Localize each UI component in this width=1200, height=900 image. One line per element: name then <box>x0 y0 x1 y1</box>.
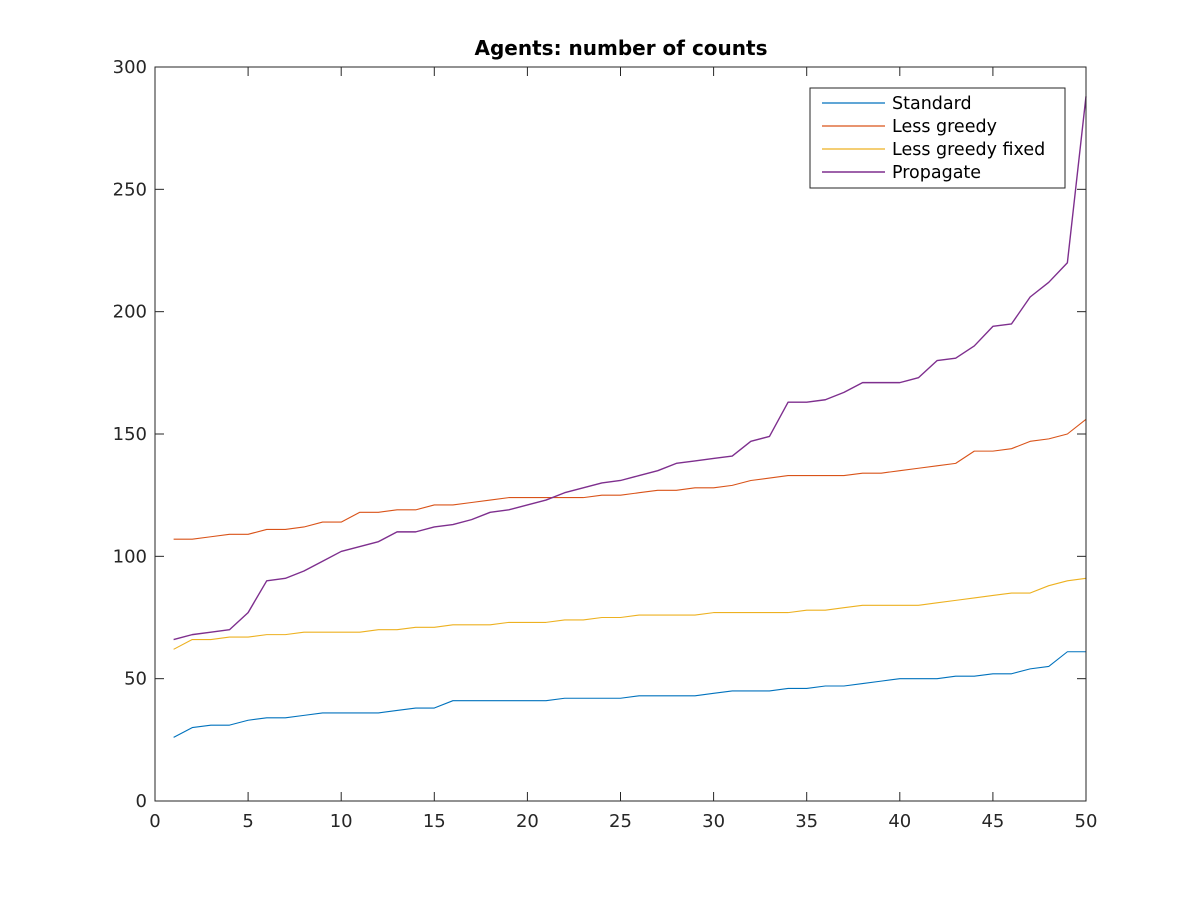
x-tick-label: 10 <box>330 811 353 832</box>
y-tick-label: 50 <box>124 669 147 690</box>
y-tick-label: 200 <box>113 302 147 323</box>
x-tick-label: 15 <box>423 811 446 832</box>
legend-label: Less greedy <box>892 117 997 137</box>
legend-label: Less greedy fixed <box>892 140 1045 160</box>
x-tick-label: 40 <box>888 811 911 832</box>
x-tick-label: 35 <box>795 811 818 832</box>
x-tick-label: 25 <box>609 811 632 832</box>
series-line-less-greedy <box>173 418 1087 540</box>
series-line-standard <box>173 651 1086 738</box>
x-tick-label: 5 <box>242 811 253 832</box>
x-tick-label: 30 <box>702 811 725 832</box>
x-tick-label: 45 <box>981 811 1004 832</box>
legend-label: Standard <box>892 94 972 114</box>
y-tick-label: 0 <box>136 791 147 812</box>
axes-frame <box>154 66 1087 802</box>
axis-ticks: 0 5 10 15 20 25 30 35 40 45 50 0 50 100 150 200 250 300 <box>113 57 1098 832</box>
series-line-less-greedy-fixed <box>173 577 1087 650</box>
legend-label: Propagate <box>892 163 981 183</box>
x-tick-label: 0 <box>149 811 160 832</box>
x-tick-label: 20 <box>516 811 539 832</box>
series-line-propagate <box>173 96 1087 641</box>
y-tick-label: 250 <box>113 179 147 200</box>
y-tick-label: 150 <box>113 424 147 445</box>
y-tick-label: 300 <box>113 57 147 78</box>
legend: Standard Less greedy Less greedy fixed Prop… <box>809 87 1066 189</box>
series-lines <box>173 96 1087 738</box>
chart-title: Agents: number of counts <box>475 36 768 60</box>
y-tick-label: 100 <box>113 546 147 567</box>
x-tick-label: 50 <box>1075 811 1098 832</box>
